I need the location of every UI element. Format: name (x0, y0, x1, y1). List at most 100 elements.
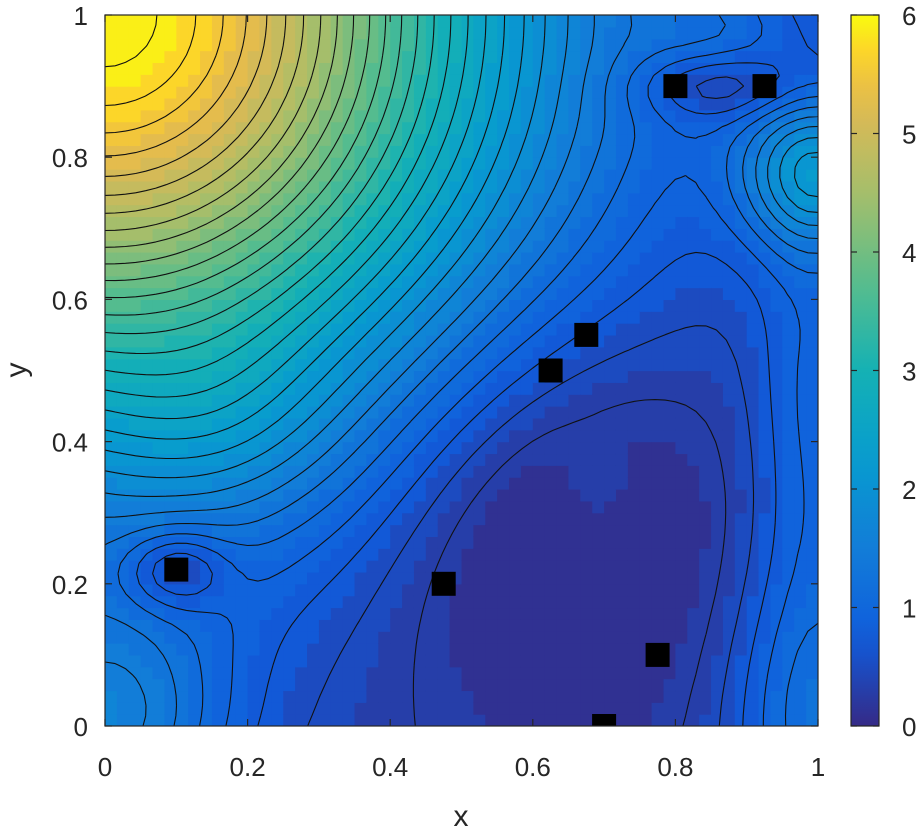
contour-fill-cell (663, 275, 676, 289)
contour-fill-cell (580, 157, 593, 170)
contour-fill-cell (116, 275, 130, 289)
contour-fill-cell (651, 500, 665, 514)
contour-fill-cell (580, 133, 593, 146)
contour-fill-cell (687, 26, 700, 40)
contour-fill-cell (342, 299, 356, 312)
contour-fill-cell (342, 346, 356, 360)
contour-fill-cell (699, 477, 712, 490)
contour-fill-cell (390, 263, 403, 277)
contour-fill-cell (307, 38, 320, 52)
contour-fill-cell (152, 382, 166, 395)
contour-fill-cell (722, 714, 736, 726)
contour-line (105, 15, 268, 177)
contour-fill-cell (116, 204, 130, 218)
contour-fill-cell (413, 252, 427, 265)
contour-fill-cell (509, 323, 522, 336)
contour-fill-cell (497, 619, 510, 632)
contour-fill-cell (271, 714, 284, 726)
contour-fill-cell (734, 382, 748, 395)
contour-fill-cell (342, 86, 356, 99)
contour-fill-cell (734, 228, 748, 241)
contour-fill-cell (711, 465, 724, 478)
contour-fill-cell (402, 654, 415, 668)
contour-fill-cell (651, 524, 665, 537)
contour-fill-cell (770, 346, 783, 360)
contour-fill-cell (663, 299, 676, 312)
contour-fill-cell (473, 690, 486, 703)
contour-fill-cell (330, 370, 344, 383)
contour-fill-cell (627, 62, 641, 75)
contour-fill-cell (188, 453, 201, 466)
contour-fill-cell (734, 477, 748, 490)
contour-fill-cell (259, 311, 272, 324)
contour-fill-cell (699, 346, 712, 360)
contour-fill-cell (520, 97, 534, 111)
contour-fill-cell (342, 583, 356, 597)
contour-fill-cell (711, 714, 724, 726)
contour-fill-cell (307, 323, 320, 336)
contour-fill-cell (211, 192, 225, 206)
contour-fill-cell (283, 109, 296, 123)
contour-fill-cell (211, 145, 225, 158)
contour-fill-cell (473, 204, 486, 218)
contour-fill-cell (699, 169, 712, 182)
contour-fill-cell (105, 240, 118, 253)
contour-fill-cell (140, 406, 154, 419)
contour-fill-cell (330, 560, 344, 573)
contour-fill-cell (485, 38, 498, 52)
contour-fill-cell (627, 192, 641, 206)
contour-fill-cell (211, 619, 225, 632)
contour-fill-cell (722, 643, 736, 656)
contour-fill-cell (390, 489, 403, 502)
contour-fill-cell (604, 216, 617, 229)
contour-fill-cell (271, 607, 284, 620)
contour-fill-cell (520, 252, 534, 265)
contour-fill-cell (675, 50, 688, 63)
contour-fill-cell (711, 192, 724, 206)
contour-fill-cell (188, 50, 201, 63)
contour-fill-cell (105, 714, 118, 726)
contour-fill-cell (532, 571, 546, 585)
contour-fill-cell (105, 157, 118, 170)
contour-fill-cell (140, 358, 154, 372)
contour-fill-cell (105, 370, 118, 383)
contour-fill-cell (283, 548, 296, 561)
contour-fill-cell (307, 690, 320, 703)
contour-fill-cell (425, 690, 439, 703)
contour-fill-cell (711, 145, 724, 158)
contour-fill-cell (152, 169, 166, 182)
contour-fill-cell (402, 429, 415, 443)
contour-fill-cell (449, 358, 463, 372)
contour-fill-cell (449, 500, 463, 514)
contour-fill-cell (758, 275, 772, 289)
contour-fill-cell (556, 252, 570, 265)
contour-fill-cell (806, 240, 818, 253)
contour-fill-cell (651, 299, 665, 312)
contour-fill-cell (176, 370, 189, 383)
contour-fill-cell (318, 346, 332, 360)
contour-fill-cell (568, 429, 581, 443)
contour-fill-cell (259, 15, 272, 28)
contour-fill-cell (176, 26, 189, 40)
contour-fill-cell (223, 583, 237, 597)
contour-fill-cell (164, 252, 177, 265)
contour-fill-cell (378, 204, 391, 218)
contour-line (105, 15, 818, 726)
contour-fill-cell (390, 50, 403, 63)
contour-fill-cell (307, 583, 320, 597)
contour-fill-cell (485, 74, 498, 87)
contour-fill-cell (140, 571, 154, 585)
contour-fill-cell (176, 382, 189, 395)
contour-fill-cell (140, 583, 154, 597)
contour-fill-cell (746, 690, 760, 703)
contour-fill-cell (615, 394, 629, 407)
contour-fill-cell (758, 548, 772, 561)
contour-fill-cell (402, 370, 415, 383)
contour-fill-cell (378, 275, 391, 289)
contour-fill-cell (556, 548, 570, 561)
contour-fill-cell (782, 26, 795, 40)
contour-fill-cell (271, 595, 284, 609)
contour-fill-cell (425, 666, 439, 680)
contour-fill-cell (627, 86, 641, 99)
contour-fill-cell (354, 678, 368, 692)
